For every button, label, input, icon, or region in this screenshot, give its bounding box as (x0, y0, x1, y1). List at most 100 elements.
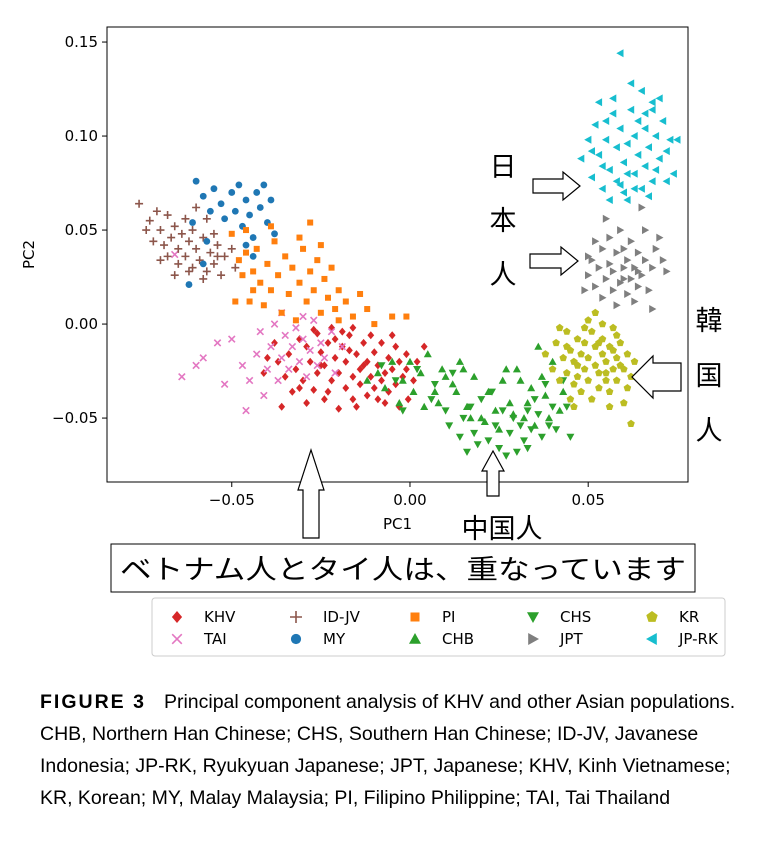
legend-marker-chb (409, 633, 421, 644)
legend-label-jp-rk: JP-RK (678, 630, 719, 648)
point-tai (227, 335, 236, 343)
y-tick-label: 0.00 (65, 315, 98, 333)
point-id-jv (177, 229, 186, 238)
legend-label-khv: KHV (204, 608, 236, 626)
point-tai (327, 327, 336, 336)
point-id-jv (202, 214, 211, 223)
x-axis-label: PC1 (383, 515, 412, 533)
series-kr (541, 308, 639, 427)
point-kr (577, 387, 585, 395)
point-id-jv (163, 211, 172, 220)
point-pi (253, 245, 260, 252)
point-chb (459, 365, 468, 373)
point-kr (630, 357, 639, 365)
legend-marker-khv (171, 611, 183, 623)
point-kr (555, 376, 564, 384)
point-chb (480, 417, 489, 425)
point-jpt (649, 305, 657, 313)
point-chb (466, 414, 475, 422)
point-khv (313, 329, 321, 338)
point-pi (292, 317, 299, 324)
point-id-jv (213, 252, 222, 261)
point-jp-rk (584, 135, 592, 144)
point-kr (609, 346, 617, 354)
point-id-jv (142, 226, 151, 235)
point-jp-rk (648, 105, 656, 114)
point-id-jv (192, 244, 201, 253)
point-jp-rk (612, 177, 620, 186)
point-jp-rk (623, 169, 631, 178)
point-khv (331, 335, 339, 344)
point-id-jv (184, 237, 193, 246)
point-jp-rk (605, 165, 613, 174)
point-jp-rk (666, 135, 674, 144)
point-pi (250, 268, 257, 275)
point-jpt (581, 286, 589, 295)
point-chb (441, 372, 450, 380)
point-khv (321, 361, 328, 370)
point-khv (370, 384, 378, 392)
point-khv (395, 357, 403, 366)
japan-arrow-upper (532, 170, 581, 202)
point-my (242, 196, 250, 204)
point-pi (239, 272, 246, 279)
point-jp-rk (630, 169, 638, 178)
point-kr (605, 402, 614, 410)
point-pi (307, 268, 314, 275)
point-jp-rk (662, 177, 670, 186)
point-khv (367, 372, 375, 381)
point-pi (296, 234, 303, 241)
point-khv (378, 376, 385, 385)
point-jp-rk (641, 109, 649, 118)
point-chb (505, 399, 514, 407)
point-tai (220, 380, 229, 388)
point-pi (371, 321, 378, 328)
point-jpt (609, 286, 618, 295)
point-jp-rk (594, 98, 603, 107)
point-chs (527, 426, 536, 434)
point-khv (367, 331, 375, 340)
point-jpt (638, 271, 646, 280)
point-my (199, 260, 207, 268)
point-pi (289, 264, 296, 271)
point-jpt (634, 282, 643, 291)
point-chb (423, 350, 432, 358)
point-tai (302, 372, 311, 381)
figure-caption: FIGURE 3 Principal component analysis of … (40, 686, 760, 814)
point-chb (527, 384, 536, 392)
point-jp-rk (669, 169, 677, 178)
point-tai (281, 331, 289, 340)
point-pi (303, 298, 310, 305)
point-kr (612, 353, 621, 362)
point-pi (282, 253, 289, 260)
point-chs (484, 437, 493, 445)
point-jpt (606, 233, 614, 242)
point-id-jv (213, 241, 222, 250)
point-id-jv (160, 241, 169, 250)
point-kr (605, 387, 614, 395)
japan-annotation: 日本人 (490, 152, 581, 291)
point-khv (321, 395, 328, 404)
point-jpt (634, 267, 643, 276)
point-jpt (613, 301, 621, 310)
point-pi (403, 313, 410, 320)
point-id-jv (184, 267, 193, 276)
point-kr (570, 402, 578, 410)
pca-scatter-chart: −0.05 0.00 0.05 −0.05 0.00 0.05 0.10 0.15 PC1 P… (20, 26, 726, 657)
legend-marker-kr (646, 611, 658, 622)
point-khv (353, 350, 360, 359)
point-chb (416, 369, 425, 377)
overlap-arrow (297, 448, 325, 539)
point-jp-rk (591, 120, 599, 129)
point-tai (260, 391, 268, 400)
point-khv (392, 342, 400, 351)
legend-marker-chs (527, 612, 539, 623)
point-tai (288, 342, 297, 351)
point-kr (548, 365, 557, 373)
point-khv (381, 369, 389, 377)
point-jpt (659, 256, 667, 265)
korea-label: 韓国人 (696, 306, 723, 447)
point-my (260, 181, 268, 189)
point-kr (563, 342, 571, 350)
point-id-jv (202, 267, 211, 276)
